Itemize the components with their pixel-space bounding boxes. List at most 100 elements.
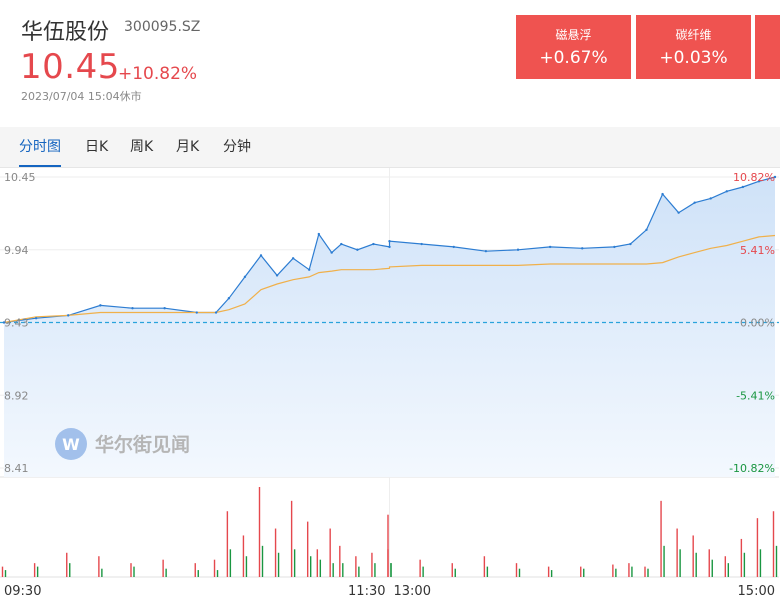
price-point [34,317,38,320]
volume-bar [724,556,727,577]
volume-bar [98,556,100,577]
percent-tick-label: -10.82% [729,462,775,475]
price-point [131,307,134,310]
volume-bar [371,552,373,577]
watermark-logo-icon [55,428,87,460]
price-point [195,311,198,314]
tab-intraday[interactable]: 分时图 [19,127,61,167]
price-point [330,251,333,254]
volume-bar [213,559,216,577]
volume-bar [290,500,293,577]
volume-bar [644,566,646,577]
volume-bar [679,549,681,577]
price-point [420,242,423,246]
price-point [661,192,664,196]
volume-bar [692,535,694,577]
volume-bar [69,563,71,577]
concept-name: 碳纤维 [675,28,712,42]
volume-bar [708,549,710,577]
volume-bar [277,552,280,577]
price-point [356,248,359,251]
volume-bar [162,559,164,577]
average-price-line [3,234,776,324]
volume-bar [101,568,103,577]
price-point [581,247,584,250]
volume-bar [133,566,135,577]
quote-header: 华伍股份 300095.SZ 10.45 +10.82% 2023/07/04 … [0,0,780,127]
volume-bar [226,511,229,577]
price-tick-label: 10.45 [4,171,36,184]
price-point [214,311,218,314]
percent-tick-label: -5.41% [736,389,775,402]
volume-bar [242,535,245,577]
price-point [629,242,632,246]
volume-bar [515,563,518,577]
price-point [613,245,616,249]
concept-card-maglev[interactable]: 磁悬浮 +0.67% [516,15,631,79]
volume-bar [329,528,331,577]
price-point [516,248,520,251]
price-point [693,201,696,204]
price-area [4,177,775,477]
volume-bar [580,566,582,577]
time-tick-label: 09:30 [4,584,41,599]
volume-bar [130,563,132,577]
tab-monthly-k[interactable]: 月K [176,139,200,155]
volume-bar [342,563,344,577]
volume-bar [727,563,730,577]
concept-change: +0.67% [539,48,608,68]
price-point [67,314,70,317]
concept-name: 磁悬浮 [555,28,592,42]
tab-daily-k[interactable]: 日K [85,139,109,155]
percent-tick-label: 5.41% [740,244,775,257]
volume-bar [676,528,678,577]
volume-bar [258,487,261,577]
volume-bar [316,549,319,577]
volume-bar [483,556,486,577]
time-tick-label: 13:00 [394,584,431,599]
price-point [227,297,231,300]
volume-bar [309,556,312,577]
volume-bar [1,566,4,577]
volume-bar [306,521,309,577]
price-point [259,254,263,257]
concept-card-partial[interactable] [755,15,780,79]
volume-bar [631,566,633,577]
price-tick-label: 8.92 [4,389,29,402]
price-point [99,304,102,307]
volume-bar [612,564,614,577]
volume-bar [628,563,630,577]
volume-bar [197,570,199,577]
volume-bar [663,545,665,577]
time-tick-label: 15:00 [738,584,775,599]
volume-bar [332,563,334,577]
price-point [757,180,761,183]
volume-bar [390,563,392,577]
volume-bar [216,570,219,577]
change-percent: +10.82% [118,64,198,84]
concept-card-carbon-fiber[interactable]: 碳纤维 +0.03% [636,15,751,79]
volume-bar [775,545,778,577]
volume-bar [647,568,649,577]
price-point [243,275,247,279]
concept-change: +0.03% [659,48,728,68]
price-point [307,268,311,271]
volume-bar [422,566,424,577]
price-point [452,245,455,249]
tab-minute[interactable]: 分钟 [223,139,251,155]
volume-bar [387,549,389,577]
percent-tick-label: 10.82% [733,171,775,184]
volume-bar [66,552,68,577]
volume-bar [660,500,662,577]
volume-bar [339,545,341,577]
volume-bar [4,570,7,577]
price-point [677,211,680,214]
price-point [741,185,745,189]
watermark-logo-glyph: W [62,435,80,454]
time-tick-label: 11:30 [348,584,385,599]
price-point [2,321,6,324]
tab-weekly-k[interactable]: 周K [130,139,154,155]
volume-bar [355,556,357,577]
price-tick-label: 9.43 [4,317,29,330]
price-tick-label: 8.41 [4,462,29,475]
